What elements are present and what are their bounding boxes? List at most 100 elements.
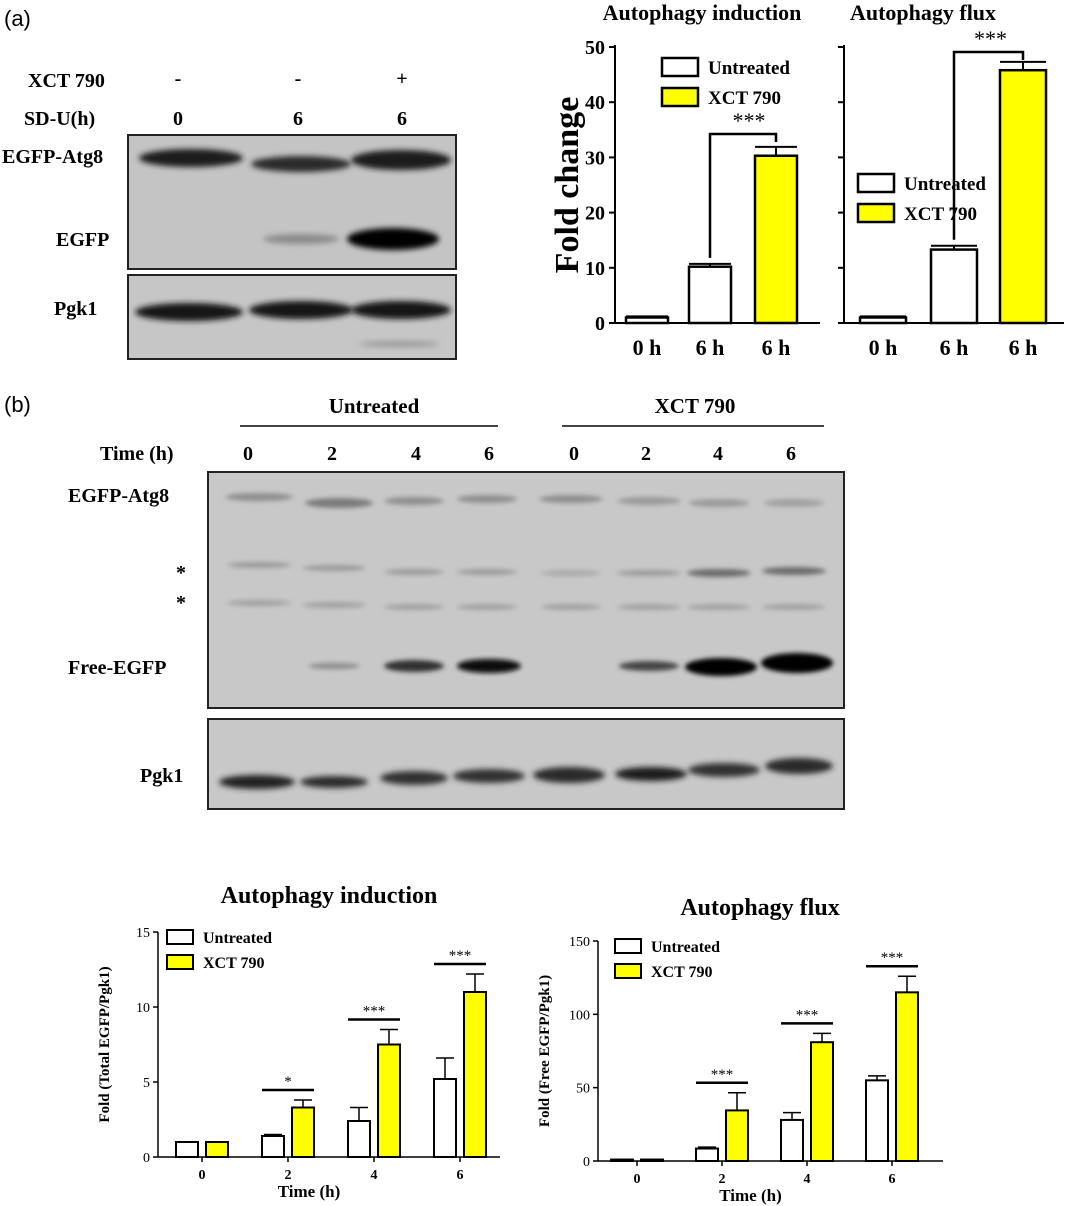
significance-label: * <box>284 1074 292 1090</box>
bar <box>858 316 908 325</box>
legend-swatch <box>856 202 896 224</box>
significance-label: *** <box>974 26 1007 51</box>
significance-bracket <box>708 132 778 258</box>
y-tick-label: 20 <box>585 203 605 225</box>
chart-title: Autophagy induction <box>221 883 438 909</box>
x-tick-label: 6 h <box>940 335 969 360</box>
lane-label: 2 <box>327 443 337 465</box>
y-tick-label: 0 <box>583 1155 590 1170</box>
bar-chart-autophagy-flux-a: Autophagy flux 0 h 6 h 6 h Untreated XCT 790 *… <box>838 0 1064 360</box>
bar-chart-autophagy-induction-a: Autophagy induction Fold change 0 10 20 30 40 5… <box>549 0 820 360</box>
band-label-egfp-atg8: EGFP-Atg8 <box>2 146 104 168</box>
x-tick-label: 0 h <box>869 335 898 360</box>
band-label-egfp-atg8: EGFP-Atg8 <box>68 485 170 507</box>
legend-swatch <box>614 938 642 954</box>
legend-label: Untreated <box>904 174 986 195</box>
bar <box>895 991 919 1163</box>
legend-swatch <box>856 172 896 194</box>
panel-a-letter: (a) <box>4 6 31 31</box>
bar <box>347 1120 371 1158</box>
bar <box>377 1043 401 1158</box>
group-header-untreated: Untreated <box>328 394 420 418</box>
legend-swatch <box>660 56 700 78</box>
x-tick-label: 6 h <box>696 335 725 360</box>
x-tick-label: 6 <box>889 1172 896 1187</box>
condition-value: 6 <box>397 108 407 130</box>
x-tick-label: 6 <box>457 1168 464 1183</box>
bar <box>695 1147 719 1162</box>
legend-swatch <box>166 954 194 970</box>
significance-label: *** <box>711 1067 734 1083</box>
bar <box>929 248 979 325</box>
bar <box>753 154 799 325</box>
band-label-asterisk: * <box>176 562 186 584</box>
y-tick-label: 30 <box>585 147 605 169</box>
x-tick-label: 2 <box>719 1172 726 1187</box>
y-tick-label: 50 <box>585 37 605 59</box>
legend-label: XCT 790 <box>708 88 781 109</box>
significance-label: *** <box>796 1007 819 1023</box>
legend-swatch <box>166 929 194 945</box>
y-axis-label: Fold (Free EGFP/Pgk1) <box>537 975 553 1127</box>
x-tick-label: 6 h <box>1009 335 1038 360</box>
y-tick-label: 10 <box>136 1001 150 1016</box>
x-tick-label: 0 <box>634 1172 641 1187</box>
y-tick-label: 50 <box>576 1082 590 1097</box>
bar <box>610 1158 634 1162</box>
y-tick-label: 0 <box>595 313 605 335</box>
condition-label-sdu: SD-U(h) <box>24 108 96 130</box>
significance-bracket <box>952 50 1025 240</box>
y-tick-label: 10 <box>585 258 605 280</box>
bar <box>261 1135 285 1158</box>
bar <box>175 1141 199 1158</box>
condition-value: 0 <box>173 108 183 130</box>
bar <box>640 1158 664 1162</box>
western-blot-time-course-egfp <box>207 471 845 709</box>
time-label: Time (h) <box>100 443 174 465</box>
bar <box>463 991 487 1158</box>
significance-label: *** <box>449 948 472 964</box>
western-blot-pgk1 <box>127 274 457 360</box>
panel-b-letter: (b) <box>4 392 31 417</box>
bar-chart-autophagy-flux-b: Autophagy flux Fold (Free EGFP/Pgk1) Time … <box>537 895 943 1205</box>
bar-chart-autophagy-induction-b: Autophagy induction Fold (Total EGFP/Pgk1… <box>97 883 500 1201</box>
y-tick-label: 150 <box>569 935 590 950</box>
band-label-free-egfp: Free-EGFP <box>68 657 167 679</box>
y-tick-label: 5 <box>143 1076 150 1091</box>
condition-value: - <box>294 68 302 90</box>
bar <box>205 1141 229 1158</box>
legend-label: XCT 790 <box>904 204 977 225</box>
bar <box>291 1106 315 1158</box>
western-blot-egfp-atg8 <box>127 134 457 270</box>
chart-title: Autophagy induction <box>603 0 802 25</box>
x-tick-label: 0 h <box>633 335 662 360</box>
bar <box>810 1041 834 1162</box>
significance-label: *** <box>363 1004 386 1020</box>
y-tick-label: 0 <box>143 1151 150 1166</box>
bar <box>687 265 733 325</box>
lane-label: 0 <box>243 443 253 465</box>
condition-value: 6 <box>293 108 303 130</box>
band-label-egfp: EGFP <box>56 229 110 251</box>
western-blot-time-course-pgk1 <box>207 718 845 810</box>
lane-label: 6 <box>484 443 494 465</box>
bar <box>624 316 670 325</box>
condition-value: - <box>174 68 182 90</box>
group-header-xct790: XCT 790 <box>654 394 736 418</box>
chart-title: Autophagy flux <box>850 0 996 25</box>
x-tick-label: 2 <box>285 1168 292 1183</box>
lane-label: 2 <box>641 443 651 465</box>
significance-label: *** <box>881 950 904 966</box>
y-axis-label: Fold (Total EGFP/Pgk1) <box>97 966 113 1122</box>
lane-label: 4 <box>411 443 421 465</box>
legend-label: Untreated <box>651 939 720 956</box>
lane-label: 4 <box>713 443 723 465</box>
legend-label: Untreated <box>203 930 272 947</box>
x-axis-label: Time (h) <box>278 1182 341 1201</box>
band-label-pgk1: Pgk1 <box>140 765 184 787</box>
band-label-asterisk: * <box>176 592 186 614</box>
band-label-pgk1: Pgk1 <box>54 298 98 320</box>
y-tick-label: 100 <box>569 1008 590 1023</box>
significance-label: *** <box>733 108 766 133</box>
chart-title: Autophagy flux <box>680 895 839 921</box>
